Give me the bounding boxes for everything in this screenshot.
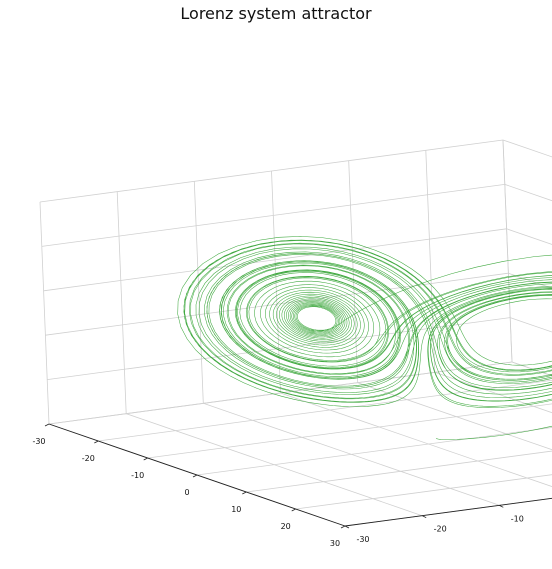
floor-grid-y [203, 402, 500, 506]
floor-grid-y [357, 382, 552, 451]
x-tick-mark [291, 508, 296, 512]
floor-grid-y [126, 413, 423, 517]
y-tick-mark [344, 525, 350, 529]
left-wall-grid-y [425, 150, 436, 373]
tick-labels: -30-20-100102030-30-20-10010203001020304… [32, 437, 524, 548]
x-tick-label: 0 [184, 488, 189, 497]
axes-lines [44, 423, 552, 529]
y-tick-mark [499, 504, 504, 508]
left-wall-grid-y [39, 201, 50, 425]
y-tick-label: -30 [356, 535, 369, 544]
chart-title: Lorenz system attractor [180, 4, 372, 23]
x-tick-mark [340, 525, 346, 529]
left-wall-grid-z [41, 184, 505, 247]
x-tick-label: 30 [330, 539, 340, 548]
x-tick-label: -20 [82, 454, 95, 463]
x-tick-label: -30 [32, 437, 45, 446]
floor-grid-y [280, 392, 552, 487]
x-tick-label: 10 [231, 505, 241, 514]
left-wall-grid-z [43, 228, 507, 292]
x-tick-mark [143, 457, 148, 461]
left-wall-grid-y [193, 181, 204, 404]
left-wall-grid-z [39, 139, 504, 203]
x-tick-mark [94, 440, 99, 444]
x-tick-mark [44, 423, 50, 427]
y-tick-label: -20 [434, 525, 447, 534]
left-wall-grid-y [116, 191, 127, 414]
x-tick-label: 20 [281, 522, 291, 531]
y-tick-label: -10 [511, 514, 524, 523]
floor-pane [49, 362, 552, 526]
left-wall-grid-y [271, 170, 281, 394]
x-tick-mark [192, 474, 198, 478]
x-tick-label: -10 [131, 471, 144, 480]
lorenz-trajectory-line [177, 236, 552, 440]
trajectory-group [177, 236, 552, 440]
y-tick-mark [421, 515, 427, 519]
back-wall-grid-x [502, 139, 513, 363]
x-tick-mark [242, 491, 247, 495]
